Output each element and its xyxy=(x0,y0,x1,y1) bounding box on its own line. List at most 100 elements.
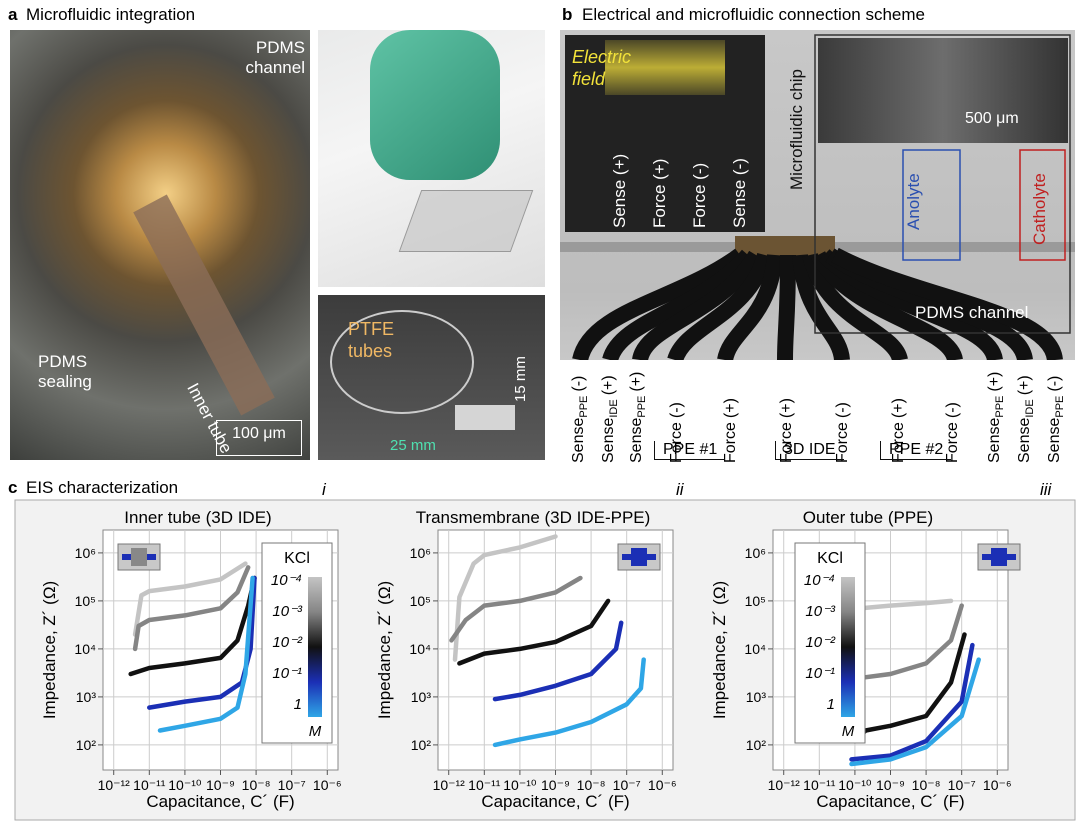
y-axis-label: Impedance, Z´ (Ω) xyxy=(710,581,729,719)
trace xyxy=(831,247,1063,362)
legend-icon-box xyxy=(131,548,147,566)
y-tick-label: 10⁵ xyxy=(410,593,431,609)
panel-label: c xyxy=(8,478,18,497)
trace xyxy=(572,248,745,363)
legend-icon-box xyxy=(991,548,1007,566)
data-line xyxy=(157,575,255,733)
x-axis-label: Capacitance, C´ (F) xyxy=(481,792,629,811)
trace xyxy=(602,249,755,363)
y-tick-label: 10² xyxy=(411,737,432,753)
x-tick-label: 10⁻⁶ xyxy=(983,777,1012,793)
panel-title: Microfluidic integration xyxy=(26,5,196,24)
annotation: PDMS channel xyxy=(915,303,1029,322)
trace xyxy=(667,252,773,364)
chart: iii Outer tube (PPE) Capacitance, C´ (F) Im… xyxy=(710,480,1053,811)
legend-label: 10⁻² xyxy=(805,634,836,651)
data-line xyxy=(849,657,981,767)
trace xyxy=(792,254,850,362)
x-tick-label: 10⁻¹² xyxy=(768,777,801,793)
y-tick-label: 10⁶ xyxy=(410,545,431,561)
legend-label: 10⁻⁴ xyxy=(271,572,302,589)
trace xyxy=(777,254,796,361)
y-tick-label: 10³ xyxy=(76,689,97,705)
x-axis-label: Capacitance, C´ (F) xyxy=(816,792,964,811)
colorbar-unit: M xyxy=(309,723,322,740)
trace xyxy=(717,254,783,363)
chart-numeral: iii xyxy=(1040,480,1053,499)
legend-label: 10⁻³ xyxy=(272,603,303,620)
annotation: PTFE tubes xyxy=(348,319,395,361)
x-tick-label: 10⁻¹² xyxy=(433,777,466,793)
photo-glove xyxy=(370,30,500,180)
data-line xyxy=(132,565,251,652)
data-line xyxy=(492,657,646,748)
chart-title: Outer tube (PPE) xyxy=(803,508,933,527)
legend-label: 10⁻² xyxy=(272,634,303,651)
data-line xyxy=(849,642,975,762)
y-tick-label: 10⁴ xyxy=(409,641,431,657)
annotation: 25 mm xyxy=(390,437,436,454)
chart-numeral: ii xyxy=(676,480,685,499)
data-line xyxy=(457,598,611,666)
y-tick-label: 10³ xyxy=(746,689,767,705)
legend-label: 10⁻⁴ xyxy=(804,572,835,589)
chart-numeral: i xyxy=(322,480,327,499)
group-label: PPE #2 xyxy=(880,441,952,460)
x-tick-label: 10⁻⁹ xyxy=(206,777,235,793)
data-line xyxy=(452,534,558,662)
trace xyxy=(802,252,908,363)
legend-icon-box xyxy=(631,548,647,566)
panel-title: EIS characterization xyxy=(26,478,179,497)
y-tick-label: 10³ xyxy=(411,689,432,705)
x-axis-label: Capacitance, C´ (F) xyxy=(146,792,294,811)
data-line xyxy=(132,561,248,637)
electrode-traces xyxy=(560,34,1075,465)
y-tick-label: 10² xyxy=(746,737,767,753)
panel-label: b xyxy=(562,5,573,24)
legend-label: 1 xyxy=(827,696,835,713)
panel-label: a xyxy=(8,5,18,24)
chart-title: Inner tube (3D IDE) xyxy=(124,508,271,527)
annotation: PDMS sealing xyxy=(38,352,92,391)
annotation: Electric field xyxy=(572,47,632,89)
y-axis-label: Impedance, Z´ (Ω) xyxy=(40,581,59,719)
legend-label: 10⁻¹ xyxy=(805,665,835,682)
field-glow xyxy=(605,40,725,95)
catholyte-path xyxy=(1019,149,1066,261)
y-tick-label: 10⁵ xyxy=(745,593,766,609)
photo-chip-inset xyxy=(818,38,1068,143)
group-label: PPE #1 xyxy=(654,441,726,460)
data-line xyxy=(449,575,583,643)
x-tick-label: 10⁻¹⁰ xyxy=(168,777,202,793)
x-tick-label: 10⁻⁹ xyxy=(876,777,905,793)
x-tick-label: 10⁻¹¹ xyxy=(468,777,501,793)
y-tick-label: 10² xyxy=(76,737,97,753)
x-tick-label: 10⁻¹⁰ xyxy=(838,777,872,793)
data-line xyxy=(128,575,257,677)
label-strip xyxy=(560,360,1075,465)
trace xyxy=(632,250,763,363)
trace xyxy=(810,250,963,363)
chart: ii Transmembrane (3D IDE-PPE) Capacitance,… xyxy=(375,480,685,811)
y-tick-label: 10⁴ xyxy=(74,641,96,657)
annotation: PDMS channel xyxy=(245,38,305,77)
chip-outline xyxy=(814,34,1071,334)
anolyte-path xyxy=(902,149,961,261)
legend-label: 10⁻¹ xyxy=(272,665,302,682)
x-tick-label: 10⁻⁶ xyxy=(313,777,342,793)
y-axis-label: Impedance, Z´ (Ω) xyxy=(375,581,394,719)
photo-tube-loop xyxy=(330,310,474,414)
x-tick-label: 10⁻⁷ xyxy=(613,777,641,793)
colorbar xyxy=(308,577,322,717)
x-tick-label: 10⁻¹⁰ xyxy=(503,777,537,793)
data-line xyxy=(492,620,624,702)
traces xyxy=(572,247,1063,364)
x-tick-label: 10⁻⁸ xyxy=(577,777,606,793)
colorbar-title: KCl xyxy=(817,550,843,567)
scale-bar-label: 100 μm xyxy=(216,420,302,456)
x-tick-label: 10⁻¹¹ xyxy=(133,777,166,793)
group-label: 3D IDE xyxy=(775,441,844,460)
x-tick-label: 10⁻⁶ xyxy=(648,777,677,793)
